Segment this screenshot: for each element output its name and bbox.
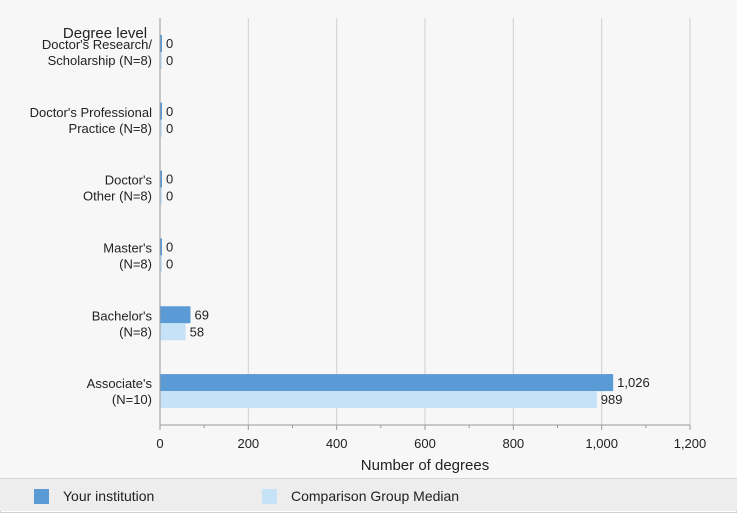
legend-swatch-your-institution — [34, 488, 49, 504]
legend-item-your-institution: Your institution — [34, 488, 154, 504]
bar — [160, 306, 191, 324]
data-label: 0 — [166, 239, 173, 254]
data-label: 0 — [166, 172, 173, 187]
x-tick-label: 600 — [414, 436, 436, 451]
bar — [160, 391, 597, 409]
legend-label-your-institution: Your institution — [63, 488, 155, 504]
bar — [160, 187, 162, 205]
category-label: Doctor's Other (N=8) — [83, 173, 152, 204]
category-label: Doctor's Research/Scholarship (N=8) — [42, 37, 153, 68]
data-label: 0 — [166, 104, 173, 119]
data-label: 58 — [190, 324, 204, 339]
legend-swatch-comparison-median — [262, 488, 277, 504]
bar — [160, 119, 162, 137]
x-tick-label: 400 — [326, 436, 348, 451]
data-label: 0 — [166, 121, 173, 136]
bar-chart: Degree level Number of degrees 0 0 0 0 0 0 0 0 6… — [30, 18, 706, 474]
data-label: 0 — [166, 36, 173, 51]
bar — [160, 102, 162, 120]
x-tick-label: 800 — [502, 436, 524, 451]
data-label: 989 — [601, 392, 623, 407]
data-label: 0 — [166, 256, 173, 271]
bar — [160, 51, 162, 69]
x-tick-label: 1,200 — [674, 436, 707, 451]
x-tick-label: 0 — [156, 436, 163, 451]
x-tick-label: 200 — [237, 436, 259, 451]
x-axis-ticks: 0 200 400 600 800 1,000 1,200 — [156, 425, 706, 451]
bar — [160, 170, 162, 188]
category-label: Doctor's Professional Practice (N=8) — [30, 105, 153, 136]
gridlines — [247, 18, 691, 425]
legend: Your institution Comparison Group Median — [0, 478, 737, 511]
category-label: Master's (N=8) — [103, 240, 152, 271]
bar — [160, 255, 162, 273]
bar — [160, 374, 614, 392]
category-label: Associate's (N=10) — [87, 376, 153, 407]
category-labels: Doctor's Research/Scholarship (N=8) Docto… — [30, 37, 153, 407]
data-label: 0 — [166, 189, 173, 204]
x-axis-title: Number of degrees — [361, 457, 489, 474]
x-tick-label: 1,000 — [585, 436, 618, 451]
y-axis-title: Degree level — [63, 25, 147, 42]
legend-item-comparison-median: Comparison Group Median — [262, 488, 459, 504]
category-label: Bachelor's (N=8) — [92, 308, 153, 339]
legend-label-comparison-median: Comparison Group Median — [291, 488, 460, 504]
bar — [160, 323, 186, 341]
bars: 0 0 0 0 0 0 0 0 69 58 1,026 989 — [160, 34, 650, 409]
bar — [160, 238, 162, 256]
data-label: 1,026 — [617, 375, 650, 390]
chart-area: Degree level Number of degrees 0 0 0 0 0 0 0 0 6… — [29, 18, 707, 474]
data-label: 0 — [166, 53, 173, 68]
data-label: 69 — [194, 307, 208, 322]
bar — [160, 34, 162, 52]
